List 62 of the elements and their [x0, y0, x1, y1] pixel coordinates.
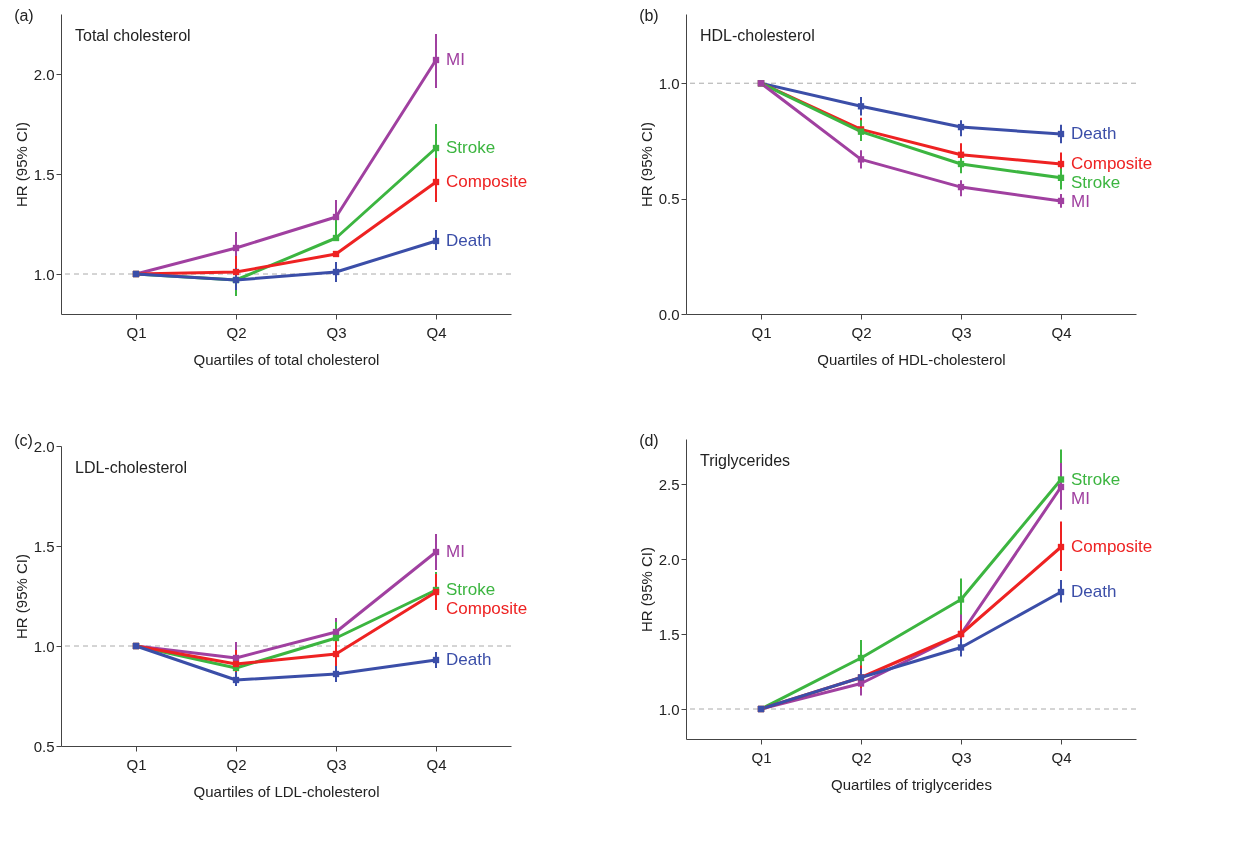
series-label: MI: [1071, 488, 1090, 508]
x-tick-label: Q3: [951, 748, 972, 766]
series-label: Death: [1071, 124, 1117, 143]
x-tick-label: Q3: [326, 755, 347, 773]
y-tick-label: 1.5: [33, 165, 55, 183]
series-label: Stroke: [446, 138, 496, 157]
text: (c): [14, 432, 33, 449]
y-tick-label: 2.5: [658, 475, 680, 493]
text: Total cholesterol: [75, 27, 191, 44]
series-label: MI: [446, 542, 465, 561]
y-tick-label: 0.5: [33, 737, 55, 755]
x-tick-label: Q1: [126, 755, 147, 773]
x-tick-label: Q4: [1051, 748, 1072, 766]
text: (d): [639, 432, 659, 449]
y-tick-label: 1.5: [658, 625, 680, 643]
x-tick-label: Q2: [851, 748, 872, 766]
y-tick-label: 0.0: [658, 305, 680, 323]
x-tick-label: Q3: [951, 323, 972, 341]
text: (a): [14, 7, 34, 24]
series-label: Stroke: [1071, 173, 1121, 192]
x-tick-label: Q1: [751, 748, 772, 766]
series-label: Stroke: [446, 580, 496, 599]
series-label: Stroke: [1071, 469, 1121, 489]
y-tick-label: 1.0: [658, 74, 680, 92]
text: Triglycerides: [700, 452, 791, 469]
x-tick-label: Q2: [226, 323, 247, 341]
text: (b): [639, 7, 659, 24]
x-tick-label: Q4: [426, 755, 447, 773]
text: LDL-cholesterol: [75, 459, 188, 476]
series-label: MI: [1071, 192, 1090, 211]
x-tick-label: Q3: [326, 323, 347, 341]
series-label: Death: [446, 650, 492, 669]
x-tick-label: Q2: [851, 323, 872, 341]
y-tick-label: 2.0: [33, 437, 55, 455]
y-tick-label: 2.0: [33, 65, 55, 83]
x-tick-label: Q1: [126, 323, 147, 341]
x-tick-label: Q1: [751, 323, 772, 341]
series-label: MI: [446, 50, 465, 69]
series-label: Composite: [1071, 154, 1153, 173]
y-axis-title: HR (95% CI): [637, 546, 655, 633]
x-tick-label: Q4: [426, 323, 447, 341]
y-axis-title: HR (95% CI): [12, 121, 30, 208]
x-axis-title: Quartiles of LDL-cholesterol: [193, 782, 380, 800]
y-tick-label: 0.5: [658, 190, 680, 208]
series-label: Composite: [446, 599, 528, 618]
x-axis-title: Quartiles of triglycerides: [831, 775, 992, 793]
x-tick-label: Q2: [226, 755, 247, 773]
series-label: Composite: [446, 172, 528, 191]
text: HDL-cholesterol: [700, 27, 815, 44]
series-label: Composite: [1071, 537, 1153, 556]
x-axis-title: Quartiles of HDL-cholesterol: [817, 350, 1006, 368]
series-label: Death: [446, 231, 492, 250]
y-tick-label: 1.5: [33, 537, 55, 555]
series-label: Death: [1071, 582, 1117, 601]
x-axis-title: Quartiles of total cholesterol: [193, 350, 380, 368]
x-tick-label: Q4: [1051, 323, 1072, 341]
y-axis-title: HR (95% CI): [12, 553, 30, 640]
y-tick-label: 2.0: [658, 550, 680, 568]
y-axis-title: HR (95% CI): [637, 121, 655, 208]
y-tick-label: 1.0: [658, 700, 680, 718]
y-tick-label: 1.0: [33, 637, 55, 655]
y-tick-label: 1.0: [33, 265, 55, 283]
